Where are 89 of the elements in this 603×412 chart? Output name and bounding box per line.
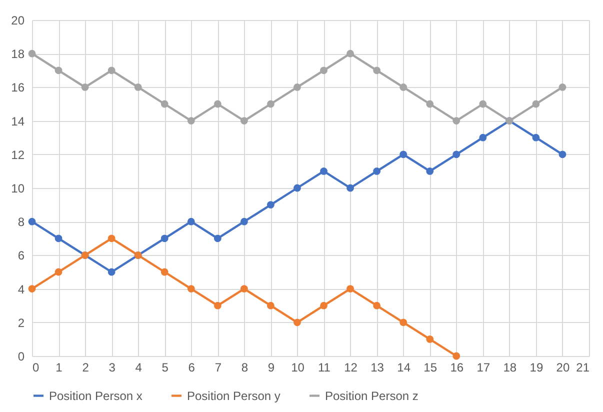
x-tick-label: 7 (214, 360, 222, 374)
point (108, 268, 116, 276)
x-tick-label: 18 (503, 360, 517, 374)
point (108, 66, 116, 74)
y-tick-label: 8 (18, 215, 25, 230)
point (54, 234, 62, 242)
y-tick-label: 20 (11, 14, 25, 28)
x-tick-label: 14 (397, 360, 411, 374)
point (54, 268, 62, 276)
legend-label: Position Person x (49, 388, 142, 403)
point (28, 50, 36, 58)
y-tick-label: 12 (11, 148, 25, 162)
point (267, 302, 274, 310)
point (320, 168, 328, 175)
point (108, 234, 116, 242)
x-tick-label: 1 (56, 360, 63, 374)
point (240, 285, 248, 292)
point (294, 84, 301, 91)
x-tick-label: 5 (162, 360, 169, 374)
point (373, 302, 381, 310)
point (479, 100, 487, 108)
x-tick-label: 19 (530, 360, 544, 374)
x-tick-label: 10 (291, 360, 305, 374)
point (214, 234, 222, 242)
point (373, 168, 381, 175)
point (532, 100, 540, 108)
y-tick-label: 2 (18, 316, 25, 330)
point (346, 50, 354, 58)
point (267, 100, 274, 108)
y-tick-label: 16 (11, 80, 25, 95)
x-tick-label: 0 (32, 360, 40, 374)
point (187, 285, 195, 292)
x-tick-label: 15 (424, 360, 438, 374)
point (452, 150, 460, 158)
point (320, 302, 328, 310)
y-tick-label: 6 (18, 248, 25, 263)
point (426, 336, 434, 343)
point (214, 100, 222, 108)
point (187, 218, 195, 226)
point (479, 134, 487, 142)
legend-label: Position Person y (187, 388, 280, 403)
point (240, 117, 248, 124)
x-tick-label: 21 (576, 360, 590, 374)
x-tick-label: 13 (370, 360, 384, 374)
point (160, 234, 168, 242)
y-tick-label: 18 (11, 47, 25, 62)
x-tick-label: 12 (344, 360, 358, 374)
point (426, 100, 434, 108)
point (134, 84, 142, 91)
y-tick-label: 10 (11, 182, 25, 196)
point (400, 318, 408, 326)
point (267, 201, 274, 208)
point (532, 134, 540, 142)
point (558, 84, 566, 91)
x-tick-label: 17 (476, 360, 490, 374)
point (81, 84, 89, 91)
x-tick-label: 11 (318, 360, 331, 374)
point (214, 302, 222, 310)
point (452, 352, 460, 360)
y-tick-label: 0 (18, 350, 25, 364)
x-tick-label: 16 (450, 360, 464, 374)
x-tick-label: 20 (556, 360, 570, 374)
point (28, 218, 36, 226)
point (160, 268, 168, 276)
point (400, 84, 408, 91)
legend-label: Position Person z (325, 388, 418, 403)
point (160, 100, 168, 108)
x-tick-label: 6 (188, 360, 196, 374)
x-tick-label: 3 (108, 360, 116, 374)
point (294, 318, 301, 326)
point (558, 150, 566, 158)
point (452, 117, 460, 124)
point (400, 150, 408, 158)
point (294, 184, 301, 192)
y-tick-label: 14 (11, 114, 25, 128)
x-tick-label: 4 (135, 360, 142, 374)
point (373, 66, 381, 74)
point (240, 218, 248, 226)
x-tick-label: 9 (268, 360, 275, 374)
x-tick-label: 2 (82, 360, 90, 374)
point (320, 66, 328, 74)
point (54, 66, 62, 74)
point (426, 168, 434, 175)
point (187, 117, 195, 124)
x-tick-label: 8 (241, 360, 248, 374)
y-tick-label: 4 (18, 282, 25, 296)
point (346, 285, 354, 292)
point (346, 184, 354, 192)
point (28, 285, 36, 292)
